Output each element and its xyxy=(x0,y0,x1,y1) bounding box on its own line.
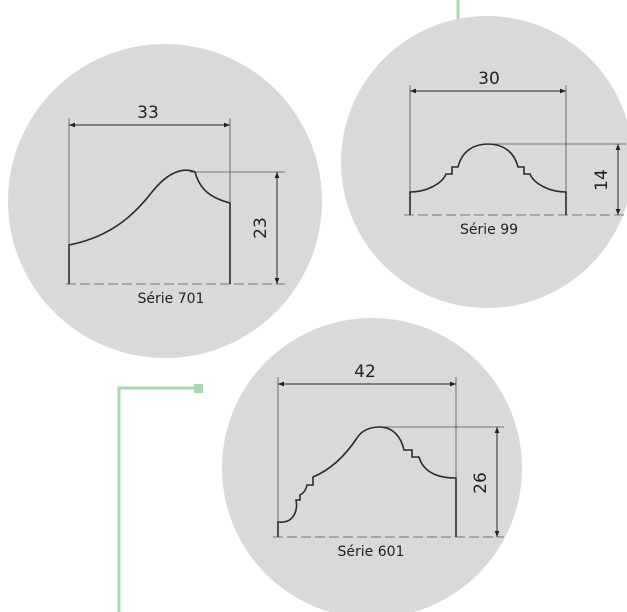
accent-line-left xyxy=(117,386,198,612)
profile-serie-601: 42 26 Série 601 xyxy=(222,318,522,612)
width-dimension-label: 33 xyxy=(137,103,159,123)
profile-caption: Série 99 xyxy=(460,222,518,238)
height-dimension-label: 14 xyxy=(592,169,612,191)
accent-square xyxy=(194,384,203,393)
profile-serie-99: 30 14 Série 99 xyxy=(341,16,627,308)
profile-outline xyxy=(68,169,231,284)
width-dimension-label: 42 xyxy=(354,362,376,382)
profile-caption: Série 701 xyxy=(138,291,205,307)
width-dimension-label: 30 xyxy=(478,69,500,89)
profile-serie-701: 33 23 Série 701 xyxy=(8,44,322,358)
profile-outline xyxy=(277,426,457,537)
profile-circle xyxy=(8,44,322,358)
height-dimension-label: 26 xyxy=(471,472,491,494)
profile-outline xyxy=(409,143,567,215)
height-dimension-label: 23 xyxy=(251,217,271,239)
profile-circle xyxy=(341,16,627,308)
profile-caption: Série 601 xyxy=(338,544,405,560)
profile-circle xyxy=(222,318,522,612)
